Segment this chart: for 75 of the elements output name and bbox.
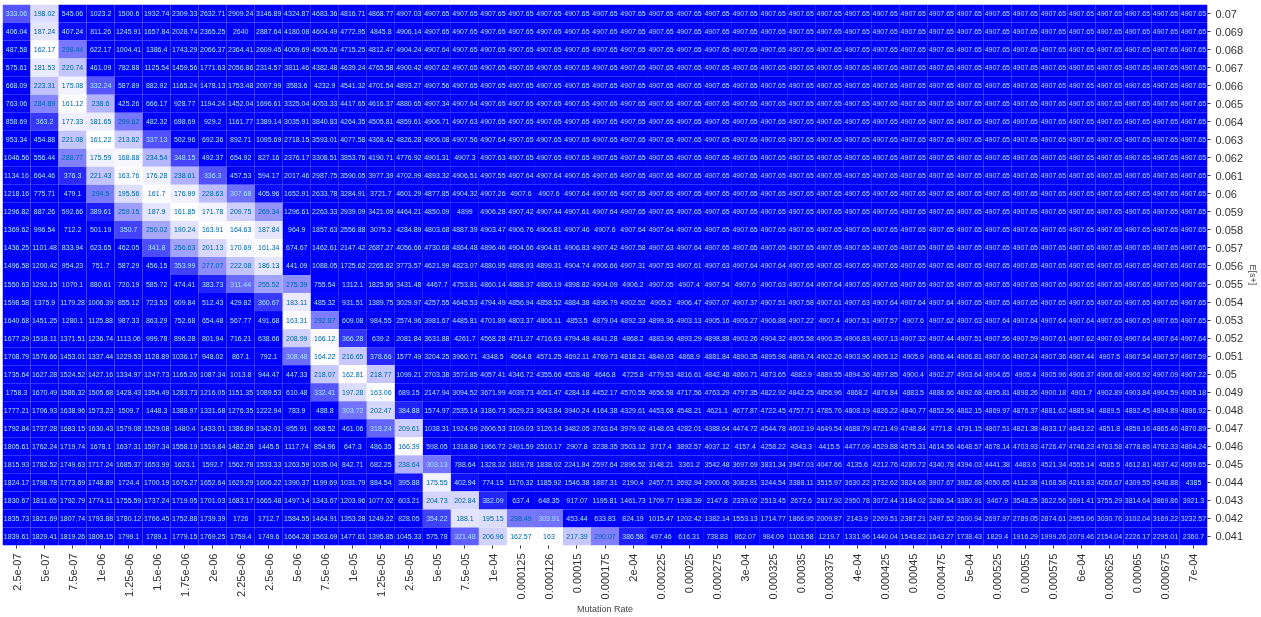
y-tick-label: 0.068	[1215, 43, 1244, 56]
x-tick-label: 0.00015	[570, 553, 583, 594]
y-tick-label: 0.064	[1215, 115, 1244, 128]
x-tick-label: 2.25e-06	[234, 553, 247, 597]
x-tick-label: 0.000175	[599, 553, 611, 600]
x-tick-label: 0.000125	[514, 553, 527, 600]
x-tick-label: 1.25e-05	[374, 553, 387, 597]
x-tick-label: 0.000375	[823, 553, 836, 600]
y-tick-label: 0.056	[1215, 259, 1244, 272]
x-tick-label: 2.5e-06	[262, 553, 275, 591]
x-tick-label: 1e-04	[486, 553, 499, 582]
y-tick-label: 0.041	[1215, 530, 1244, 543]
x-tick-label: 2.5e-05	[402, 553, 415, 591]
x-tick-label: 0.000275	[711, 553, 724, 600]
y-tick-label: 0.052	[1215, 332, 1244, 345]
y-tick-label: 0.042	[1215, 512, 1244, 525]
x-tick-label: 2e-06	[206, 553, 219, 582]
x-tick-label: 1e-06	[94, 553, 107, 582]
x-tick-label: 0.00045	[907, 553, 920, 594]
x-tick-label: 0.000625	[1103, 553, 1116, 600]
x-tick-label: 7.5e-06	[318, 553, 331, 591]
y-tick-label: 0.07	[1215, 7, 1237, 20]
x-tick-label: 0.000325	[767, 553, 780, 600]
x-tick-label: 0.00035	[795, 553, 808, 594]
x-tick-label: 1.5e-06	[150, 553, 163, 591]
x-tick-label: 0.00055	[1019, 553, 1032, 594]
y-tick-label: 0.048	[1215, 404, 1244, 417]
y-tick-label: 0.046	[1215, 440, 1244, 453]
y-tick-label: 0.043	[1215, 494, 1244, 507]
x-tick-label: 5e-07	[38, 553, 51, 582]
x-tick-label: 0.000475	[935, 553, 948, 600]
x-tick-label: 0.000525	[991, 553, 1004, 600]
y-tick-label: 0.062	[1215, 151, 1244, 164]
y-tick-label: 0.044	[1215, 476, 1244, 489]
x-tick-label: 0.000675	[1159, 553, 1172, 600]
y-tick-label: 0.067	[1215, 61, 1244, 74]
y-tick-label: 0.06	[1215, 187, 1237, 200]
y-tick-label: 0.061	[1215, 169, 1244, 182]
y-tick-label: 0.051	[1215, 350, 1244, 363]
x-tick-label: 5e-06	[290, 553, 303, 582]
x-tick-label: 4e-04	[851, 553, 864, 582]
x-tick-label: 3e-04	[739, 553, 752, 582]
x-tick-label: 0.00065	[1131, 553, 1144, 594]
x-tick-label: 7.5e-07	[66, 553, 79, 591]
x-tick-label: 0.000575	[1047, 553, 1060, 600]
y-axis-title: E[s+]	[1248, 264, 1259, 286]
x-tick-label: 5e-05	[430, 553, 443, 582]
y-tick-label: 0.066	[1215, 79, 1244, 92]
x-tick-label: 7.5e-05	[458, 553, 471, 591]
y-tick-label: 0.047	[1215, 422, 1244, 435]
x-tick-label: 1.75e-06	[178, 553, 191, 597]
y-tick-label: 0.05	[1215, 368, 1237, 381]
y-tick-label: 0.054	[1215, 296, 1244, 309]
y-tick-label: 0.069	[1215, 25, 1244, 38]
y-tick-label: 0.063	[1215, 133, 1244, 146]
x-tick-label: 1e-05	[346, 553, 359, 582]
x-tick-label: 0.000225	[655, 553, 668, 600]
y-tick-label: 0.059	[1215, 205, 1244, 218]
x-tick-label: 6e-04	[1075, 553, 1088, 582]
y-tick-label: 0.065	[1215, 97, 1244, 110]
x-tick-label: 0.000425	[879, 553, 892, 600]
x-tick-label: 5e-04	[963, 553, 976, 582]
y-tick-label: 0.055	[1215, 278, 1244, 291]
x-axis-title: Mutation Rate	[576, 604, 634, 615]
x-tick-label: 0.00025	[683, 553, 696, 594]
y-tick-label: 0.049	[1215, 386, 1244, 399]
x-tick-label: 7e-04	[1187, 553, 1200, 582]
x-tick-label: 2.5e-07	[10, 553, 23, 591]
x-tick-label: 2e-04	[627, 553, 640, 582]
x-tick-label: 1.25e-06	[122, 553, 135, 597]
y-tick-label: 0.053	[1215, 314, 1244, 327]
x-tick-label: 0.000126	[542, 553, 555, 600]
y-tick-label: 0.045	[1215, 458, 1244, 471]
y-tick-label: 0.058	[1215, 223, 1244, 236]
y-tick-label: 0.057	[1215, 241, 1244, 254]
